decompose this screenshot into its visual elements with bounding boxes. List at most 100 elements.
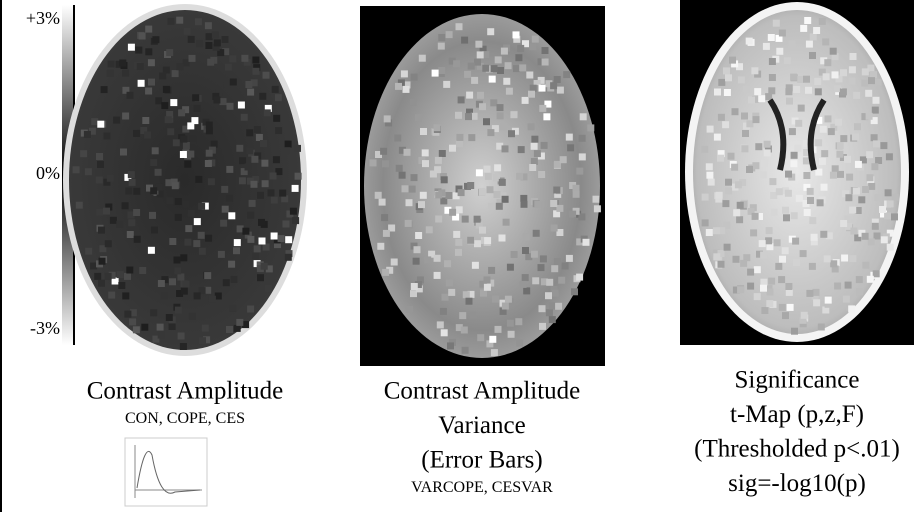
- texture-pixel: [791, 212, 798, 219]
- texture-pixel: [754, 293, 761, 300]
- texture-pixel: [205, 160, 212, 167]
- texture-pixel: [861, 80, 868, 87]
- brain-anatomy: [693, 10, 901, 334]
- texture-pixel: [505, 296, 512, 303]
- texture-pixel: [746, 166, 753, 173]
- texture-pixel: [166, 197, 173, 204]
- texture-pixel: [456, 23, 463, 30]
- texture-pixel: [593, 196, 600, 203]
- texture-pixel: [465, 113, 472, 120]
- texture-pixel: [103, 208, 110, 215]
- texture-pixel: [746, 38, 753, 45]
- texture-pixel: [175, 307, 182, 314]
- texture-pixel: [476, 169, 483, 176]
- texture-pixel: [534, 150, 541, 157]
- texture-pixel: [119, 60, 126, 67]
- texture-pixel: [556, 205, 563, 212]
- texture-pixel: [501, 48, 508, 55]
- texture-pixel: [806, 290, 813, 297]
- texture-pixel: [803, 172, 810, 179]
- texture-pixel: [260, 140, 267, 147]
- texture-pixel: [205, 42, 212, 49]
- texture-pixel: [105, 273, 112, 280]
- texture-pixel: [807, 188, 814, 195]
- texture-pixel: [782, 207, 789, 214]
- texture-pixel: [189, 55, 196, 62]
- texture-pixel: [174, 267, 181, 274]
- texture-pixel: [448, 289, 455, 296]
- texture-pixel: [124, 311, 131, 318]
- texture-pixel: [184, 239, 191, 246]
- texture-pixel: [107, 70, 114, 77]
- texture-pixel: [466, 298, 473, 305]
- texture-pixel: [817, 199, 824, 206]
- texture-pixel: [795, 120, 802, 127]
- texture-pixel: [718, 261, 725, 268]
- texture-pixel: [159, 73, 166, 80]
- texture-pixel: [229, 305, 236, 312]
- texture-pixel: [246, 147, 253, 154]
- texture-pixel: [740, 260, 747, 267]
- texture-pixel: [138, 80, 145, 87]
- texture-pixel: [785, 88, 792, 95]
- texture-pixel: [532, 36, 539, 43]
- texture-pixel: [133, 188, 140, 195]
- texture-pixel: [120, 149, 127, 156]
- texture-pixel: [587, 124, 594, 131]
- texture-pixel: [127, 231, 134, 238]
- texture-pixel: [249, 200, 256, 207]
- texture-pixel: [733, 256, 740, 263]
- texture-pixel: [804, 209, 811, 216]
- texture-pixel: [576, 274, 583, 281]
- texture-pixel: [755, 143, 762, 150]
- texture-pixel: [439, 150, 446, 157]
- texture-pixel: [767, 289, 774, 296]
- texture-pixel: [862, 233, 869, 240]
- texture-pixel: [809, 52, 816, 59]
- texture-pixel: [173, 139, 180, 146]
- texture-pixel: [541, 142, 548, 149]
- texture-pixel: [491, 65, 498, 72]
- texture-pixel: [550, 200, 557, 207]
- texture-pixel: [801, 312, 808, 319]
- texture-pixel: [178, 333, 185, 340]
- texture-pixel: [246, 129, 253, 136]
- texture-pixel: [779, 30, 786, 37]
- texture-pixel: [479, 103, 486, 110]
- texture-pixel: [104, 133, 111, 140]
- texture-pixel: [810, 33, 817, 40]
- texture-pixel: [177, 274, 184, 281]
- texture-pixel: [236, 145, 243, 152]
- texture-pixel: [422, 160, 429, 167]
- texture-pixel: [98, 227, 105, 234]
- texture-pixel: [273, 115, 280, 122]
- texture-pixel: [226, 166, 233, 173]
- texture-pixel: [158, 280, 165, 287]
- texture-pixel: [116, 221, 123, 228]
- texture-pixel: [410, 99, 417, 106]
- texture-pixel: [192, 94, 199, 101]
- texture-pixel: [483, 118, 490, 125]
- texture-pixel: [195, 176, 202, 183]
- texture-pixel: [234, 239, 241, 246]
- texture-pixel: [252, 253, 259, 260]
- texture-pixel: [189, 135, 196, 142]
- texture-pixel: [539, 305, 546, 312]
- texture-pixel: [495, 326, 502, 333]
- texture-pixel: [247, 212, 254, 219]
- texture-pixel: [513, 65, 520, 72]
- texture-pixel: [706, 229, 713, 236]
- texture-pixel: [170, 99, 177, 106]
- texture-pixel: [129, 179, 136, 186]
- texture-pixel: [875, 194, 882, 201]
- texture-pixel: [223, 279, 230, 286]
- texture-pixel: [172, 70, 179, 77]
- texture-pixel: [502, 303, 509, 310]
- texture-pixel: [259, 238, 266, 245]
- texture-pixel: [262, 180, 269, 187]
- texture-pixel: [199, 248, 206, 255]
- texture-pixel: [845, 282, 852, 289]
- texture-pixel: [853, 188, 860, 195]
- texture-pixel: [849, 207, 856, 214]
- texture-pixel: [843, 296, 850, 303]
